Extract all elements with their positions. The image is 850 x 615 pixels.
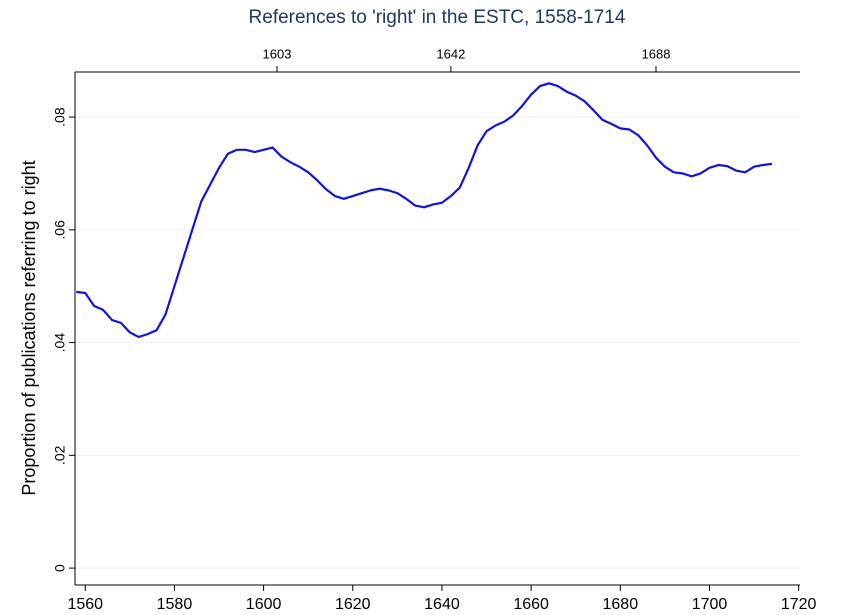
x-tick-label: 1680	[603, 596, 639, 613]
chart-title: References to 'right' in the ESTC, 1558-…	[249, 7, 626, 28]
x-tick-label: 1720	[781, 596, 817, 613]
line-series	[76, 82, 773, 339]
y-tick-label: .08	[52, 107, 68, 127]
x-tick-label: 1580	[157, 596, 193, 613]
x2-tick-label: 1688	[642, 46, 671, 61]
x2-tick-label: 1603	[263, 46, 292, 61]
x-tick-label: 1700	[692, 596, 728, 613]
x-tick-label: 1640	[424, 596, 460, 613]
x-tick-label: 1620	[335, 596, 371, 613]
y-tick-label: .04	[52, 333, 68, 353]
x-tick-label: 1560	[67, 596, 103, 613]
y-axis-label: Proportion of publications referring to …	[19, 160, 39, 495]
y-tick-label: .02	[52, 445, 68, 465]
x2-tick-label: 1642	[436, 46, 465, 61]
x-tick-label: 1660	[513, 596, 549, 613]
x-tick-label: 1600	[246, 596, 282, 613]
y-tick-label: .06	[52, 220, 68, 240]
y-tick-label: 0	[52, 564, 68, 572]
